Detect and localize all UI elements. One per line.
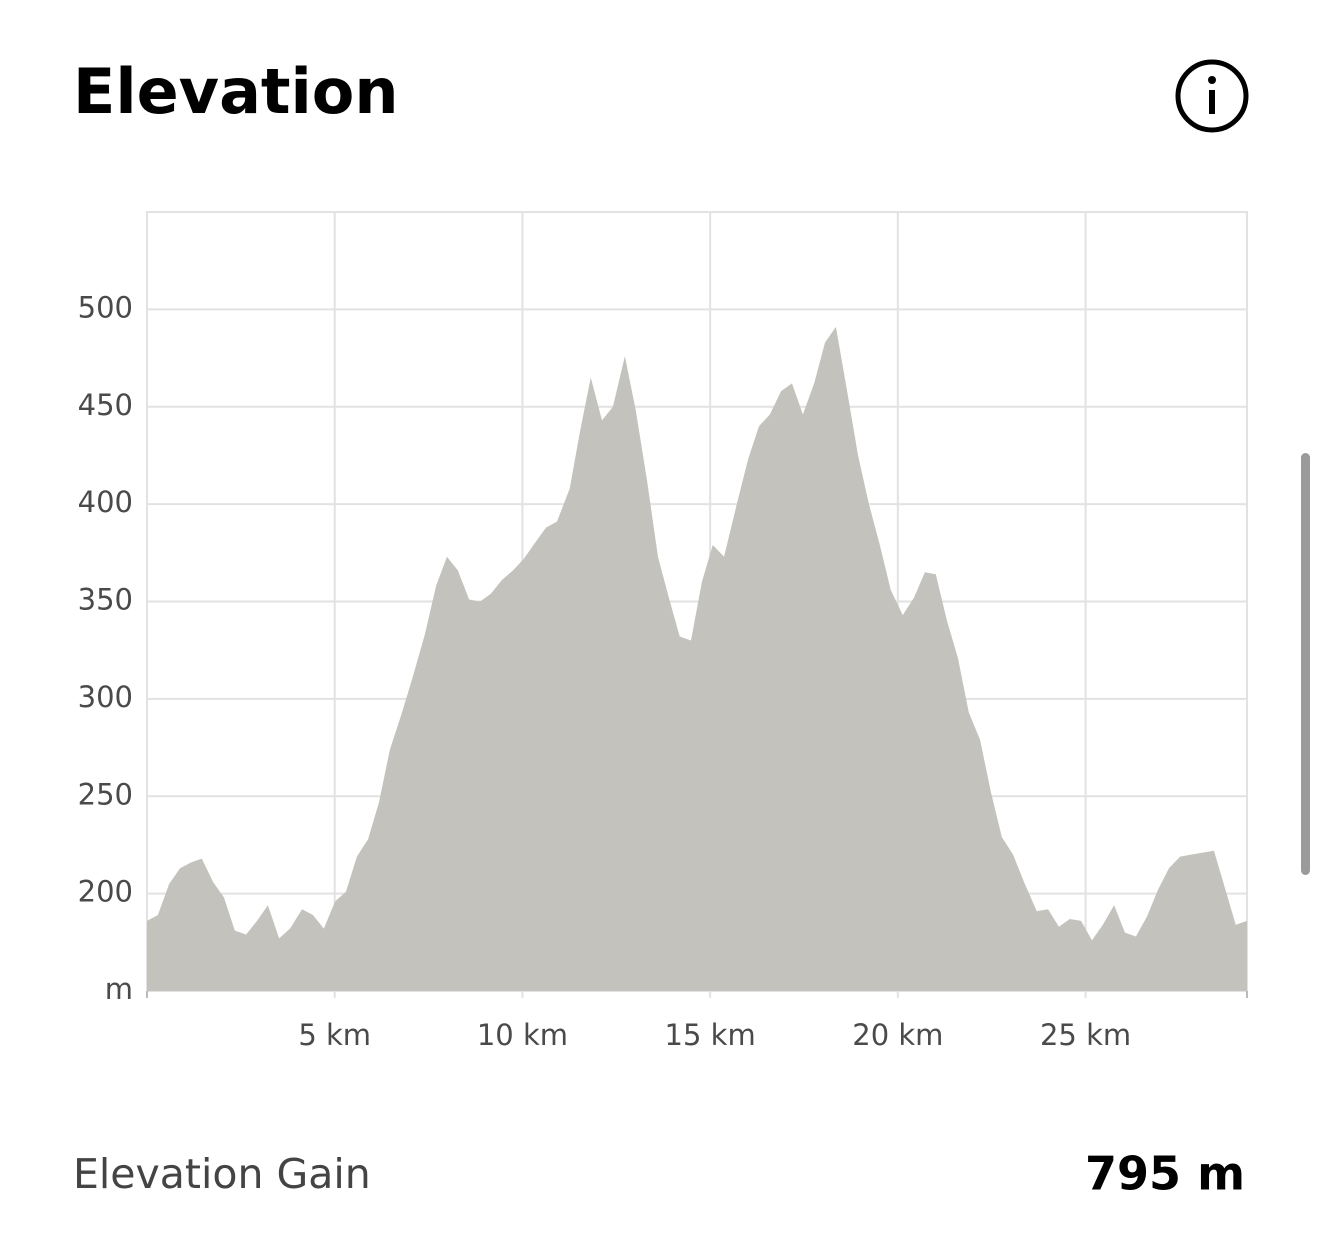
scrollbar[interactable] bbox=[1301, 453, 1310, 875]
y-tick-label: 350 bbox=[78, 583, 133, 617]
y-tick-label: 400 bbox=[78, 485, 133, 519]
info-button[interactable] bbox=[1175, 59, 1249, 133]
y-tick-label: 200 bbox=[78, 875, 133, 909]
info-dot bbox=[1208, 76, 1216, 84]
y-tick-label: 450 bbox=[78, 388, 133, 422]
y-tick-label: m bbox=[105, 972, 133, 1006]
stat-label: Elevation Gain bbox=[73, 1150, 371, 1198]
y-tick-label: 250 bbox=[78, 777, 133, 811]
stat-value: 795 m bbox=[1085, 1147, 1245, 1201]
x-tick-label: 15 km bbox=[665, 1018, 756, 1052]
elevation-area bbox=[147, 326, 1247, 992]
x-tick-label: 20 km bbox=[852, 1018, 943, 1052]
y-tick-label: 300 bbox=[78, 680, 133, 714]
info-icon bbox=[1175, 59, 1249, 133]
info-stem bbox=[1209, 90, 1215, 114]
x-tick-label: 10 km bbox=[477, 1018, 568, 1052]
x-tick-label: 25 km bbox=[1040, 1018, 1131, 1052]
x-tick-label: 5 km bbox=[298, 1018, 371, 1052]
y-tick-label: 500 bbox=[78, 290, 133, 324]
title: Elevation bbox=[73, 55, 399, 128]
